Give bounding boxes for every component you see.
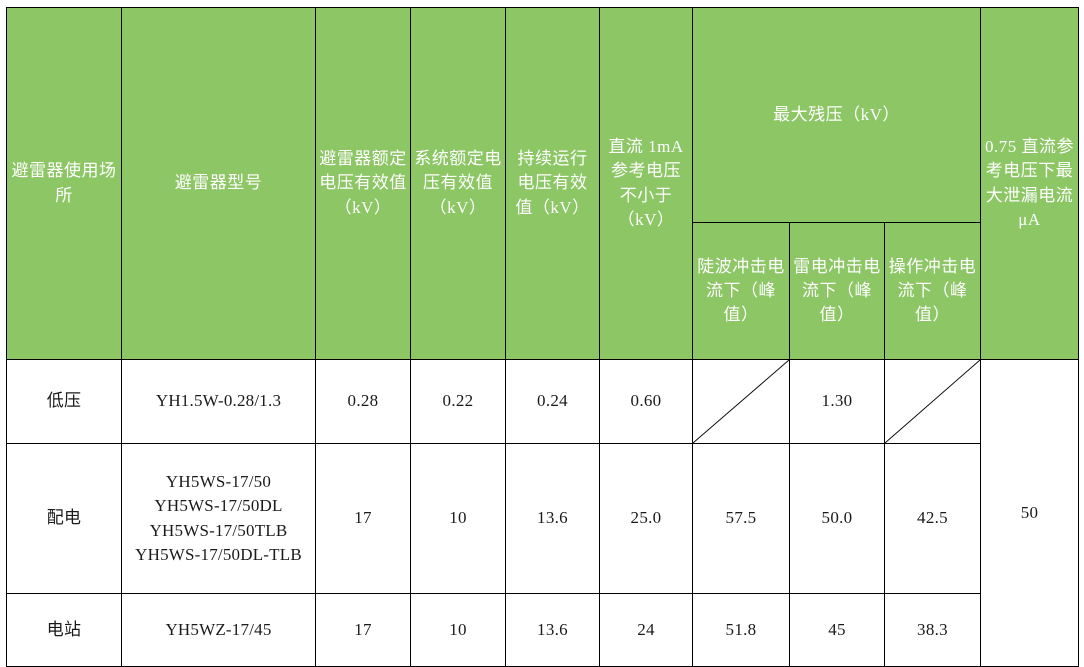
cell-site-row1: 低压 [6,359,122,444]
cell-switching-row2: 42.5 [884,443,981,594]
table-body: 低压 YH1.5W-0.28/1.3 0.28 0.22 0.24 0.60 1… [6,359,1079,667]
arrester-specification-table: 避雷器使用场所 避雷器型号 避雷器额定电压有效值（kV） 系统额定电压有效值（k… [6,7,1079,667]
cell-rated-row1: 0.28 [315,359,411,444]
cell-continuous-row2: 13.6 [505,443,600,594]
col-header-lightning-impulse: 雷电冲击电流下（峰值） [789,222,885,360]
col-header-continuous-voltage: 持续运行电压有效值（kV） [505,7,600,360]
header-row-primary: 避雷器使用场所 避雷器型号 避雷器额定电压有效值（kV） 系统额定电压有效值（k… [6,7,1079,360]
cell-model-row1: YH1.5W-0.28/1.3 [121,359,316,444]
cell-dc1ma-row1: 0.60 [599,359,693,444]
cell-continuous-row3: 13.6 [505,593,600,667]
cell-site-row3: 电站 [6,593,122,667]
cell-system-row2: 10 [410,443,506,594]
cell-system-row3: 10 [410,593,506,667]
cell-steep-row1-not-applicable [692,359,790,444]
table-row: 电站 YH5WZ-17/45 17 10 13.6 24 51.8 45 38.… [6,593,1079,667]
col-header-dc-1ma-reference: 直流 1mA 参考电压不小于（kV） [599,7,693,360]
cell-max-leakage-current-merged: 50 [980,359,1079,667]
cell-model-row2: YH5WS-17/50 YH5WS-17/50DL YH5WS-17/50TLB… [121,443,316,594]
col-header-steep-wave-impulse: 陡波冲击电流下（峰值） [692,222,790,360]
table-head: 避雷器使用场所 避雷器型号 避雷器额定电压有效值（kV） 系统额定电压有效值（k… [6,7,1079,360]
cell-steep-row3: 51.8 [692,593,790,667]
cell-rated-row2: 17 [315,443,411,594]
spec-table-container: 避雷器使用场所 避雷器型号 避雷器额定电压有效值（kV） 系统额定电压有效值（k… [6,7,1079,667]
table-row: 配电 YH5WS-17/50 YH5WS-17/50DL YH5WS-17/50… [6,443,1079,594]
cell-site-row2: 配电 [6,443,122,594]
cell-model-row3: YH5WZ-17/45 [121,593,316,667]
col-group-header-max-residual-voltage: 最大残压（kV） [692,7,981,223]
col-header-max-leakage-current: 0.75 直流参考电压下最大泄漏电流μA [980,7,1079,360]
col-header-site: 避雷器使用场所 [6,7,122,360]
diagonal-slash-icon [693,360,789,443]
cell-system-row1: 0.22 [410,359,506,444]
cell-lightning-row2: 50.0 [789,443,885,594]
cell-continuous-row1: 0.24 [505,359,600,444]
table-row: 低压 YH1.5W-0.28/1.3 0.28 0.22 0.24 0.60 1… [6,359,1079,667]
cell-dc1ma-row2: 25.0 [599,443,693,594]
cell-rated-row3: 17 [315,593,411,667]
cell-lightning-row3: 45 [789,593,885,667]
col-header-model: 避雷器型号 [121,7,316,360]
col-header-system-voltage: 系统额定电压有效值（kV） [410,7,506,360]
cell-lightning-row1: 1.30 [789,359,885,444]
cell-switching-row3: 38.3 [884,593,981,667]
col-header-switching-impulse: 操作冲击电流下（峰值） [884,222,981,360]
cell-switching-row1-not-applicable [884,359,981,444]
col-header-rated-voltage: 避雷器额定电压有效值（kV） [315,7,411,360]
diagonal-slash-icon [885,360,980,443]
cell-steep-row2: 57.5 [692,443,790,594]
header-row-secondary: 陡波冲击电流下（峰值） 雷电冲击电流下（峰值） 操作冲击电流下（峰值） [7,222,1079,360]
cell-dc1ma-row3: 24 [599,593,693,667]
